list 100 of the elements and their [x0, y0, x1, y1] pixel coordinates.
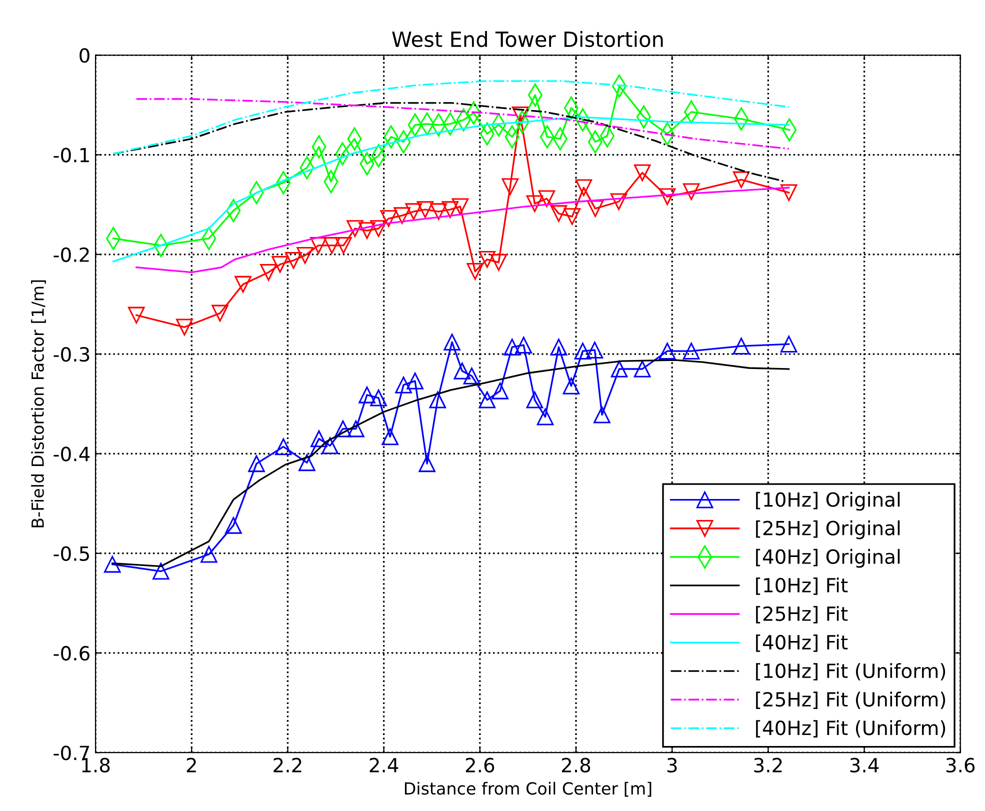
point — [310, 237, 327, 254]
point — [382, 428, 398, 446]
point — [658, 188, 676, 206]
x-tick-label: 2.2 — [274, 758, 302, 772]
point — [348, 420, 364, 438]
point — [538, 190, 556, 208]
point — [200, 546, 218, 563]
x-axis-title: Distance from Coil Center [m] — [404, 782, 652, 797]
point — [634, 164, 651, 182]
point — [780, 184, 798, 202]
y-axis-title: B-Field Distortion Factor [1/m] — [31, 280, 46, 528]
legend-label: [40Hz] Fit — [756, 634, 848, 652]
point — [176, 318, 193, 336]
point — [634, 360, 651, 378]
point — [490, 254, 508, 271]
line-series — [136, 98, 790, 150]
x-tick-label: 2.6 — [466, 758, 494, 773]
legend-label: [25Hz] Fit — [756, 606, 848, 624]
point — [405, 203, 422, 220]
x-tick-label: 2.4 — [370, 758, 398, 772]
point — [610, 360, 628, 378]
point — [406, 372, 424, 390]
point — [429, 391, 446, 408]
point — [658, 342, 676, 360]
point — [248, 455, 265, 472]
point — [212, 304, 228, 322]
point — [492, 382, 508, 400]
point — [395, 376, 412, 394]
y-tick-label: -0.1 — [54, 148, 89, 162]
point — [310, 430, 328, 448]
x-tick-label: 2 — [186, 758, 196, 772]
point — [732, 338, 750, 354]
point — [466, 262, 484, 280]
point — [225, 517, 242, 534]
x-tick-label: 3.4 — [850, 758, 879, 773]
point — [285, 252, 302, 269]
x-tick-label: 3.2 — [754, 758, 782, 773]
point — [478, 391, 496, 408]
legend-label: [40Hz] Fit (Uniform) — [756, 720, 946, 738]
point — [586, 200, 604, 217]
point — [296, 247, 314, 264]
point — [322, 437, 338, 454]
point — [298, 454, 316, 472]
point — [610, 193, 628, 210]
point — [442, 201, 459, 218]
point — [334, 420, 352, 438]
point — [504, 338, 521, 356]
legend-label: [10Hz] Original — [756, 492, 900, 511]
legend-label: [40Hz] Original — [756, 548, 900, 568]
y-tick-label: -0.5 — [54, 546, 89, 561]
legend-label: [25Hz] Fit (Uniform) — [756, 692, 946, 709]
y-tick-label: 0 — [80, 48, 90, 63]
point — [452, 198, 469, 215]
point — [416, 201, 434, 218]
point — [536, 408, 554, 426]
point — [562, 378, 580, 394]
point — [512, 106, 529, 124]
point — [575, 179, 592, 196]
legend-label: [10Hz] Fit — [756, 577, 848, 595]
legend-label: [10Hz] Fit (Uniform) — [756, 663, 946, 680]
chart-title: West End Tower Distortion — [392, 30, 663, 48]
point — [550, 205, 568, 222]
point — [682, 342, 700, 360]
line-series — [112, 80, 790, 155]
point — [152, 562, 170, 580]
point — [272, 256, 288, 273]
point — [515, 336, 532, 354]
point — [275, 438, 292, 456]
point — [430, 203, 447, 220]
point — [324, 237, 340, 254]
point — [444, 334, 460, 351]
point — [104, 556, 121, 573]
point — [346, 220, 364, 237]
legend-label: [25Hz] Original — [756, 520, 900, 540]
point — [358, 222, 376, 239]
y-tick-label: -0.3 — [54, 347, 90, 362]
point — [463, 368, 480, 384]
point — [380, 210, 398, 227]
point — [574, 342, 592, 360]
point — [234, 276, 252, 293]
x-tick-label: 2.8 — [562, 758, 590, 773]
point — [732, 171, 750, 188]
point — [260, 264, 277, 281]
point — [526, 195, 544, 212]
point — [594, 406, 610, 424]
x-tick-label: 3 — [667, 758, 677, 773]
point — [454, 362, 471, 380]
point — [526, 391, 544, 408]
point — [370, 220, 387, 237]
point — [682, 183, 700, 200]
point — [358, 386, 376, 404]
x-tick-label: 3.6 — [946, 758, 975, 773]
y-tick-label: -0.4 — [54, 446, 90, 462]
y-tick-label: -0.6 — [54, 646, 90, 661]
point — [335, 237, 352, 254]
point — [370, 389, 387, 406]
point — [550, 338, 568, 356]
y-tick-label: -0.2 — [54, 247, 89, 262]
point — [418, 455, 436, 472]
point — [780, 336, 798, 352]
